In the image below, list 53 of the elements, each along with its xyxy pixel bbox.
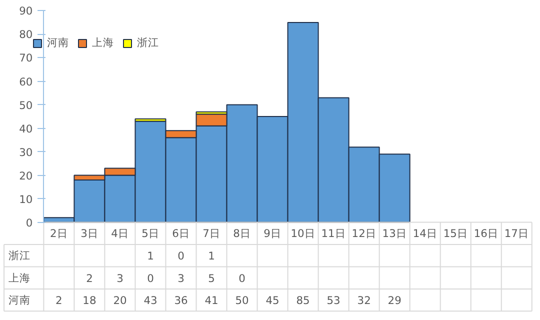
y-tick-label: 50 xyxy=(19,98,33,112)
y-tick-label: 0 xyxy=(26,216,33,230)
y-tick-label: 60 xyxy=(19,75,33,88)
x-tick-label: 13日 xyxy=(382,226,407,240)
data-label: 3 xyxy=(178,272,184,285)
x-tick-label: 8日 xyxy=(233,226,251,240)
x-tick-label: 14日 xyxy=(412,226,438,240)
x-tick-label: 3日 xyxy=(80,226,98,240)
x-tick-label: 7日 xyxy=(202,226,220,240)
data-label: 1 xyxy=(147,250,154,263)
data-label: 2 xyxy=(86,272,93,285)
data-label: 53 xyxy=(326,294,340,308)
x-tick-label: 16日 xyxy=(474,226,498,240)
data-label: 3 xyxy=(116,272,124,285)
legend-label: 上海 xyxy=(92,36,114,50)
legend-label: 浙江 xyxy=(137,36,159,50)
legend-label: 河南 xyxy=(47,36,69,50)
data-label: 41 xyxy=(204,294,218,308)
data-label: 2 xyxy=(56,294,62,308)
data-label: 0 xyxy=(178,250,185,263)
y-tick-label: 10 xyxy=(19,192,33,206)
data-label: 1 xyxy=(208,250,215,263)
x-tick-label: 10日 xyxy=(290,226,316,240)
y-tick-label: 40 xyxy=(19,122,33,136)
data-label: 20 xyxy=(113,294,127,308)
x-tick-label: 4日 xyxy=(111,226,129,240)
x-tick-label: 2日 xyxy=(50,226,68,240)
x-tick-label: 9日 xyxy=(264,226,282,240)
data-label: 0 xyxy=(238,272,246,285)
y-tick-label: 70 xyxy=(19,52,33,65)
data-label: 18 xyxy=(82,294,96,308)
x-tick-label: 15日 xyxy=(443,226,468,240)
text: 河南 xyxy=(8,294,31,307)
data-label: 32 xyxy=(357,294,371,308)
text: 上海 xyxy=(8,271,31,284)
data-label: 29 xyxy=(388,294,402,308)
x-tick-label: 17日 xyxy=(504,226,529,240)
y-tick-label: 30 xyxy=(19,146,33,159)
data-label: 36 xyxy=(174,294,188,308)
y-tick-label: 90 xyxy=(19,4,33,18)
data-label: 45 xyxy=(266,294,280,308)
y-tick-label: 20 xyxy=(19,169,33,182)
data-label: 50 xyxy=(235,294,250,308)
x-tick-label: 5日 xyxy=(142,226,160,240)
data-label: 5 xyxy=(208,272,215,285)
y-tick-label: 80 xyxy=(19,28,33,42)
text: 浙江 xyxy=(8,249,31,262)
x-tick-label: 6日 xyxy=(172,226,190,240)
data-label: 43 xyxy=(144,294,158,308)
data-label: 0 xyxy=(147,272,154,285)
data-label: 85 xyxy=(296,294,310,308)
x-tick-label: 12日 xyxy=(352,226,376,240)
x-tick-label: 11日 xyxy=(321,226,346,240)
